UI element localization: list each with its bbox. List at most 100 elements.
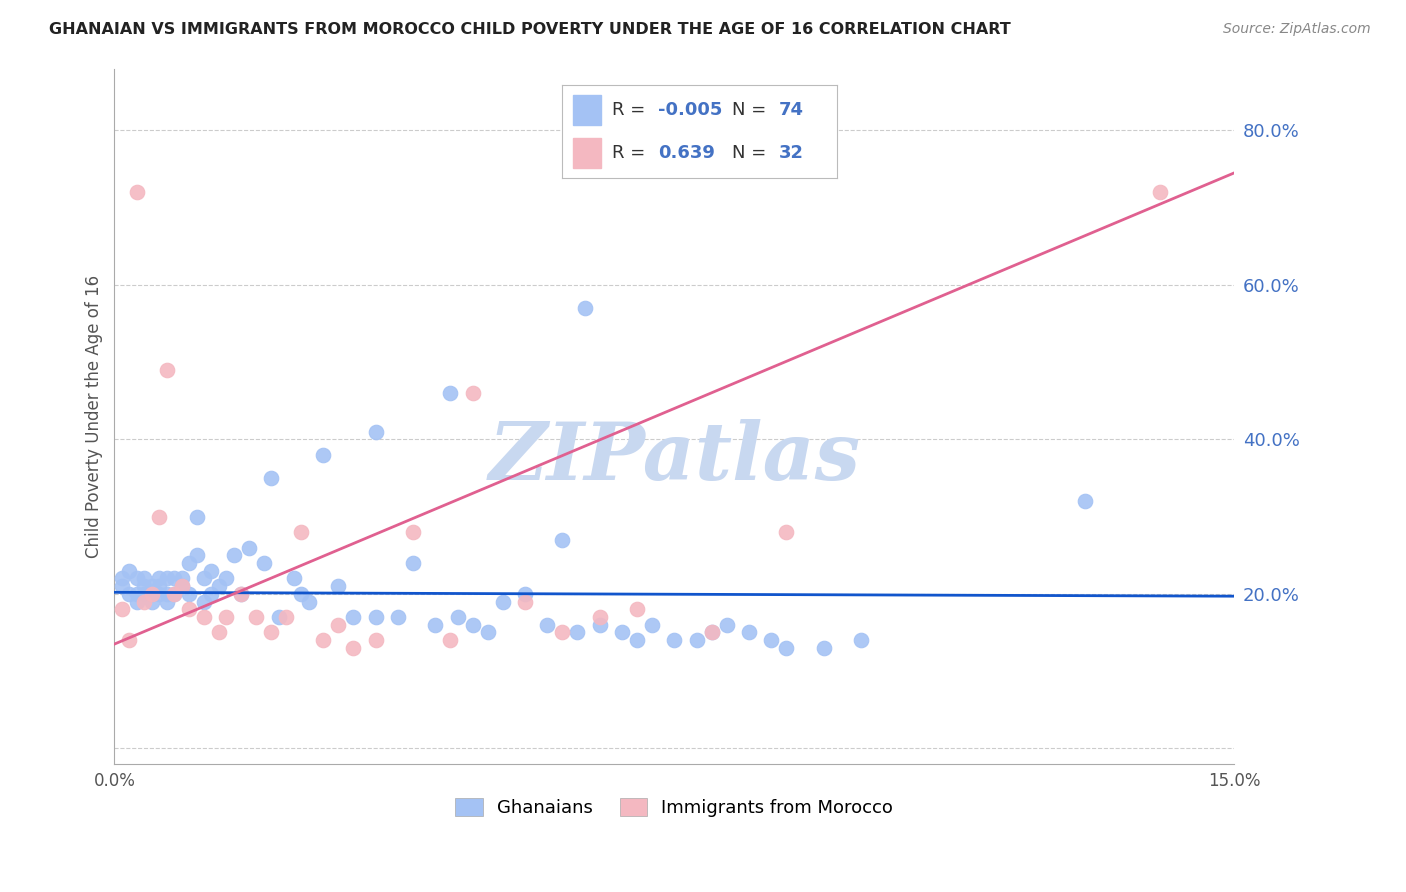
Text: N =: N = — [733, 145, 772, 162]
Point — [290, 524, 312, 539]
Point — [492, 594, 515, 608]
Point — [208, 625, 231, 640]
Text: GHANAIAN VS IMMIGRANTS FROM MOROCCO CHILD POVERTY UNDER THE AGE OF 16 CORRELATIO: GHANAIAN VS IMMIGRANTS FROM MOROCCO CHIL… — [49, 22, 1011, 37]
Point — [738, 625, 761, 640]
Point — [148, 579, 170, 593]
Point — [551, 625, 574, 640]
Point — [402, 556, 425, 570]
Point — [125, 185, 148, 199]
Bar — [574, 95, 600, 125]
Point — [193, 594, 215, 608]
Point — [222, 548, 245, 562]
Point — [156, 571, 179, 585]
Point — [513, 587, 536, 601]
Point — [589, 610, 612, 624]
Point — [387, 610, 409, 624]
Point — [312, 448, 335, 462]
Point — [193, 571, 215, 585]
Point — [716, 617, 738, 632]
Point — [574, 301, 596, 315]
Point — [163, 587, 186, 601]
Point — [186, 509, 208, 524]
Point — [141, 579, 163, 593]
Point — [193, 610, 215, 624]
Y-axis label: Child Poverty Under the Age of 16: Child Poverty Under the Age of 16 — [86, 275, 103, 558]
Point — [134, 571, 156, 585]
Point — [610, 625, 633, 640]
Point — [276, 610, 298, 624]
Point — [700, 625, 723, 640]
Point — [447, 610, 470, 624]
Point — [141, 587, 163, 601]
Point — [267, 610, 290, 624]
Point — [461, 386, 484, 401]
Point — [134, 579, 156, 593]
Point — [461, 617, 484, 632]
Point — [260, 625, 283, 640]
Point — [364, 425, 387, 439]
Point — [118, 633, 141, 648]
Point — [290, 587, 312, 601]
Point — [170, 579, 193, 593]
Point — [551, 533, 574, 547]
Point — [626, 602, 648, 616]
Point — [215, 610, 238, 624]
Point — [589, 617, 612, 632]
Point — [141, 587, 163, 601]
Text: 74: 74 — [779, 101, 804, 119]
Point — [141, 594, 163, 608]
Point — [134, 587, 156, 601]
Point — [775, 640, 797, 655]
Point — [775, 524, 797, 539]
Point — [439, 386, 461, 401]
Point — [328, 617, 350, 632]
Point — [186, 548, 208, 562]
Point — [231, 587, 253, 601]
Point — [328, 579, 350, 593]
Point — [170, 571, 193, 585]
Point — [849, 633, 872, 648]
Point — [177, 587, 200, 601]
Text: R =: R = — [612, 101, 651, 119]
Point — [567, 625, 589, 640]
Point — [200, 564, 222, 578]
Point — [260, 471, 283, 485]
Point — [342, 640, 364, 655]
Point — [626, 633, 648, 648]
Point — [312, 633, 335, 648]
Point — [761, 633, 783, 648]
Point — [156, 594, 179, 608]
Point — [364, 633, 387, 648]
Point — [245, 610, 267, 624]
Text: R =: R = — [612, 145, 651, 162]
Point — [364, 610, 387, 624]
Point — [177, 602, 200, 616]
Point — [170, 579, 193, 593]
Point — [641, 617, 664, 632]
Point — [402, 524, 425, 539]
Point — [425, 617, 447, 632]
Point — [1074, 494, 1097, 508]
Point — [125, 571, 148, 585]
Bar — [574, 138, 600, 168]
Point — [125, 587, 148, 601]
Text: 32: 32 — [779, 145, 804, 162]
Point — [238, 541, 260, 555]
Point — [111, 602, 134, 616]
Point — [686, 633, 709, 648]
Legend: Ghanaians, Immigrants from Morocco: Ghanaians, Immigrants from Morocco — [449, 790, 901, 824]
Point — [439, 633, 461, 648]
Point — [111, 579, 134, 593]
Point — [283, 571, 305, 585]
Point — [118, 564, 141, 578]
Point — [208, 579, 231, 593]
Point — [111, 571, 134, 585]
Point — [342, 610, 364, 624]
Text: Source: ZipAtlas.com: Source: ZipAtlas.com — [1223, 22, 1371, 37]
Point — [536, 617, 558, 632]
Point — [477, 625, 499, 640]
Point — [700, 625, 723, 640]
Text: ZIPatlas: ZIPatlas — [488, 419, 860, 497]
Point — [177, 556, 200, 570]
Point — [813, 640, 835, 655]
